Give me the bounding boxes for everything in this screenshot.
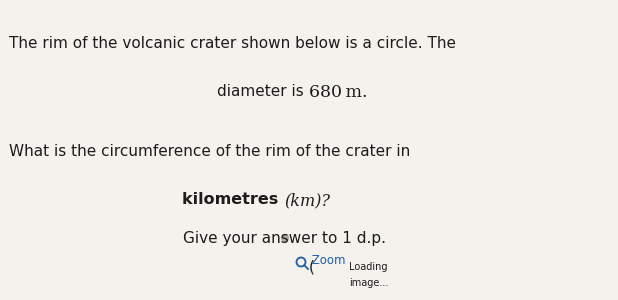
Text: Loading: Loading: [349, 262, 387, 272]
Text: Zoom: Zoom: [308, 254, 345, 266]
Circle shape: [282, 235, 289, 242]
Text: (km)?: (km)?: [284, 192, 330, 209]
Text: What is the circumference of the rim of the crater in: What is the circumference of the rim of …: [9, 144, 410, 159]
Text: kilometres: kilometres: [182, 192, 284, 207]
Text: Give your answer to 1 d.p.: Give your answer to 1 d.p.: [183, 231, 386, 246]
Text: 680 m.: 680 m.: [309, 84, 368, 101]
Text: (: (: [309, 260, 315, 274]
Text: diameter is: diameter is: [218, 84, 309, 99]
Text: image...: image...: [349, 278, 389, 287]
Text: The rim of the volcanic crater shown below is a circle. The: The rim of the volcanic crater shown bel…: [9, 36, 456, 51]
